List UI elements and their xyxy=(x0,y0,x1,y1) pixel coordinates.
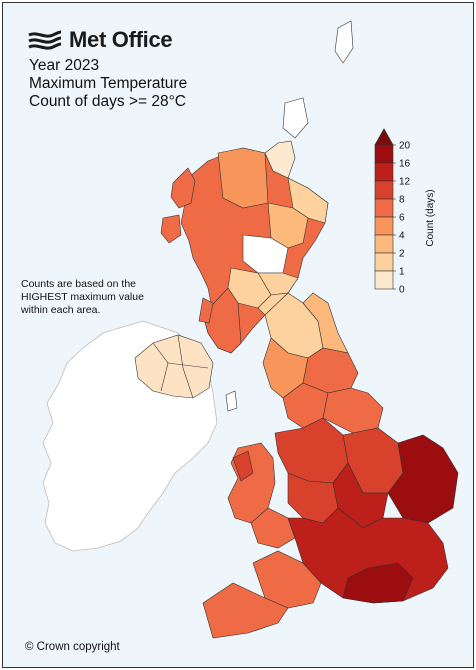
colorbar-band xyxy=(374,252,394,272)
colorbar-boxes xyxy=(374,128,394,290)
wales xyxy=(227,442,296,549)
met-office-wave-icon xyxy=(28,30,62,50)
uk-choropleth-map xyxy=(42,20,459,639)
met-office-logo: Met Office xyxy=(27,27,173,53)
colorbar-tick-label: 2 xyxy=(399,249,405,260)
scotland xyxy=(160,20,354,354)
title-metric: Count of days >= 28°C xyxy=(29,93,186,110)
colorbar-tick-label: 6 xyxy=(399,213,405,224)
north-england xyxy=(262,292,384,434)
colorbar-tick-label: 4 xyxy=(399,231,405,242)
colorbar-tick-label: 12 xyxy=(399,177,411,188)
colorbar-tick-label: 1 xyxy=(399,267,405,278)
copyright-notice: © Crown copyright xyxy=(25,641,120,653)
colorbar-tick-label: 20 xyxy=(399,141,411,152)
colorbar-band xyxy=(374,144,394,164)
colorbar-band xyxy=(374,216,394,236)
isle-of-man xyxy=(225,390,238,412)
midlands-east xyxy=(274,417,459,529)
title-variable: Maximum Temperature xyxy=(29,75,188,92)
method-note: Counts are based on the HIGHEST maximum … xyxy=(21,278,144,316)
colorbar-band xyxy=(374,198,394,218)
northern-ireland xyxy=(134,334,214,399)
south-england xyxy=(202,507,449,639)
title-year: Year 2023 xyxy=(29,57,100,74)
colorbar-extend-arrow xyxy=(374,128,394,146)
legend-title: Count (days) xyxy=(425,189,436,246)
colorbar-band xyxy=(374,180,394,200)
colorbar-band xyxy=(374,162,394,182)
colorbar-tick-label: 0 xyxy=(399,285,405,296)
colorbar-tick-label: 8 xyxy=(399,195,405,206)
brand-name: Met Office xyxy=(69,27,173,52)
colorbar-tick-label: 16 xyxy=(399,159,411,170)
colorbar-band xyxy=(374,234,394,254)
map-title-block: Year 2023 Maximum Temperature Count of d… xyxy=(29,57,187,111)
colorbar-band xyxy=(374,270,394,290)
